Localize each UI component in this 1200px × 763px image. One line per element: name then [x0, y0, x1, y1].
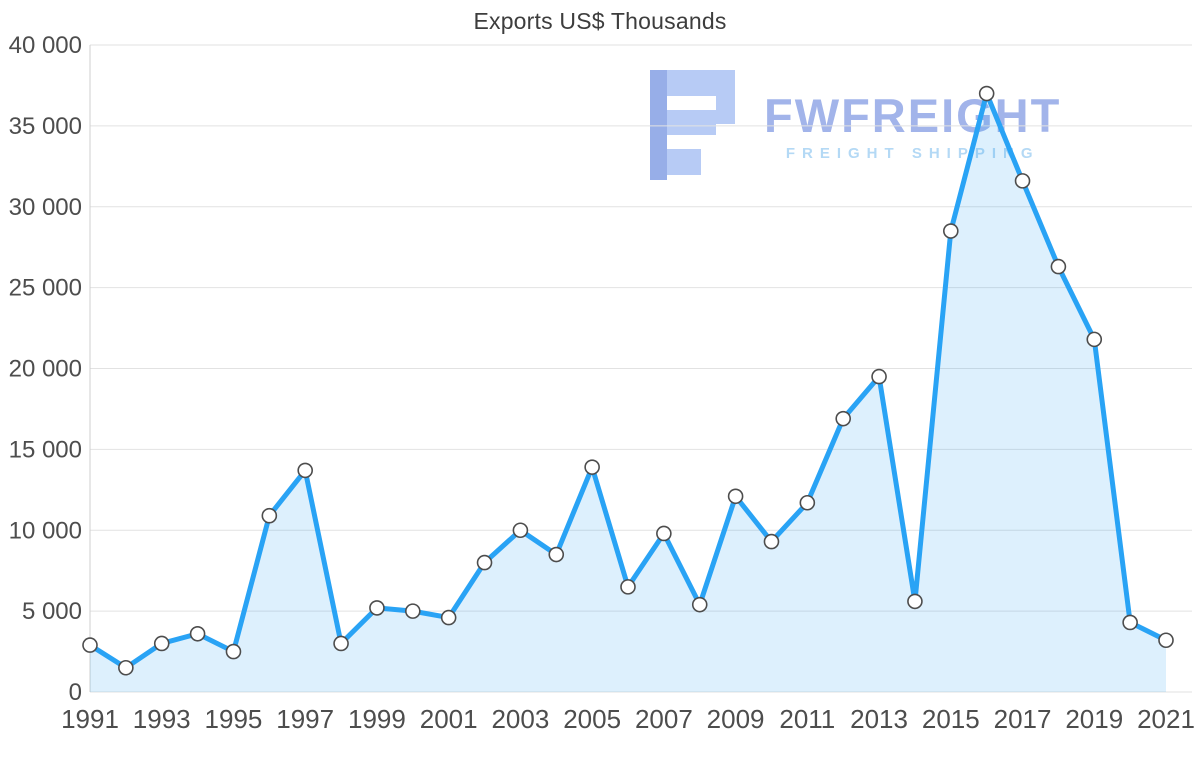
chart-title: Exports US$ Thousands — [473, 8, 727, 34]
svg-text:1995: 1995 — [205, 704, 263, 734]
svg-text:2007: 2007 — [635, 704, 693, 734]
svg-text:15 000: 15 000 — [9, 436, 82, 463]
svg-text:10 000: 10 000 — [9, 517, 82, 544]
svg-text:2015: 2015 — [922, 704, 980, 734]
watermark-brand: FWFREIGHT — [764, 89, 1062, 142]
svg-text:2001: 2001 — [420, 704, 478, 734]
svg-text:30 000: 30 000 — [9, 194, 82, 221]
svg-text:2003: 2003 — [491, 704, 549, 734]
svg-text:2019: 2019 — [1065, 704, 1123, 734]
svg-text:2011: 2011 — [779, 704, 835, 734]
svg-text:1991: 1991 — [61, 704, 119, 734]
svg-text:1993: 1993 — [133, 704, 191, 734]
svg-text:25 000: 25 000 — [9, 275, 82, 302]
svg-text:20 000: 20 000 — [9, 356, 82, 383]
svg-text:2009: 2009 — [707, 704, 765, 734]
fwfreight-logo-icon — [650, 70, 735, 180]
svg-text:1997: 1997 — [276, 704, 334, 734]
svg-text:0: 0 — [69, 679, 82, 706]
svg-text:2017: 2017 — [994, 704, 1052, 734]
svg-text:2005: 2005 — [563, 704, 621, 734]
svg-text:2013: 2013 — [850, 704, 908, 734]
svg-text:1999: 1999 — [348, 704, 406, 734]
svg-text:5 000: 5 000 — [22, 598, 82, 625]
svg-text:2021: 2021 — [1137, 704, 1195, 734]
svg-text:35 000: 35 000 — [9, 113, 82, 140]
svg-text:40 000: 40 000 — [9, 32, 82, 59]
watermark: FWFREIGHT FREIGHT SHIPPING — [650, 70, 1061, 180]
